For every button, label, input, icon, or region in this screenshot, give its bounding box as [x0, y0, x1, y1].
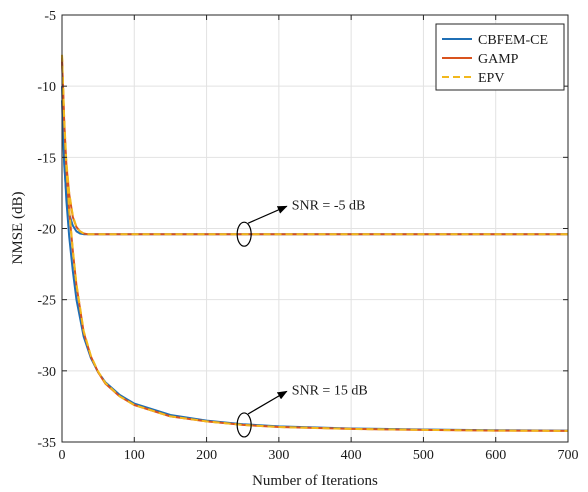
- x-tick-label: 600: [485, 448, 506, 463]
- legend-label: EPV: [478, 71, 504, 86]
- y-tick-label: -10: [37, 80, 56, 95]
- y-tick-label: -20: [37, 223, 56, 238]
- annotation-ellipse: [236, 221, 252, 247]
- y-tick-label: -15: [37, 151, 56, 166]
- x-tick-label: 500: [413, 448, 434, 463]
- legend: CBFEM-CE GAMP EPV: [435, 23, 565, 91]
- y-tick-label: -35: [37, 436, 56, 451]
- annotation-ellipse: [236, 412, 252, 438]
- y-tick-label: -25: [37, 294, 56, 309]
- x-axis-label: Number of Iterations: [252, 473, 378, 489]
- annotation-label: SNR = -5 dB: [292, 198, 366, 213]
- x-tick-label: 0: [59, 448, 66, 463]
- series-lines: [61, 54, 569, 432]
- x-tick-label: 300: [268, 448, 289, 463]
- annotations: SNR = -5 dB SNR = 15 dB: [236, 198, 368, 438]
- x-tick-label: 200: [196, 448, 217, 463]
- x-tick-label: 100: [124, 448, 145, 463]
- x-tick-label: 400: [341, 448, 362, 463]
- legend-label: GAMP: [478, 52, 519, 67]
- annotation-label: SNR = 15 dB: [292, 383, 368, 398]
- x-tick-label: 700: [558, 448, 579, 463]
- series-line-epv-5: [61, 54, 569, 432]
- annotation-arrow: [247, 390, 288, 415]
- axis-ticks: 0 100 200 300 400 500 600 700 -5 -10 -15 -20 -25 -30 -…: [37, 9, 578, 463]
- annotation-arrow: [247, 205, 288, 224]
- legend-label: CBFEM-CE: [478, 33, 548, 48]
- y-axis-label: NMSE (dB): [10, 192, 26, 265]
- y-tick-label: -30: [37, 365, 56, 380]
- legend-box: [435, 23, 565, 91]
- y-tick-label: -5: [44, 9, 56, 24]
